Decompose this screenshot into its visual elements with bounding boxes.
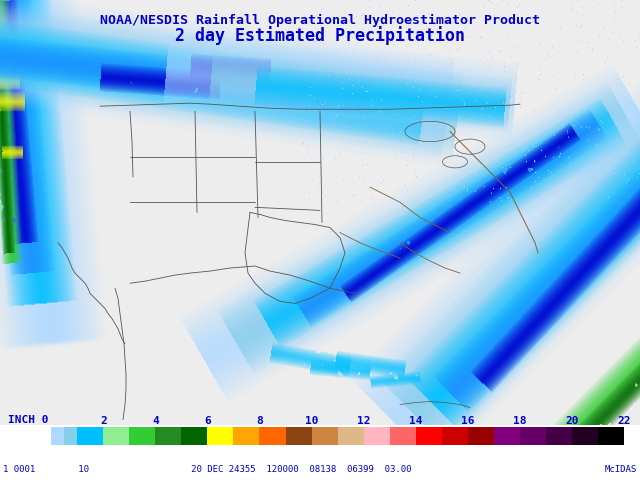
Text: 8: 8 — [256, 417, 263, 426]
Text: 4: 4 — [152, 417, 159, 426]
Bar — [364, 427, 390, 445]
Text: 6: 6 — [204, 417, 211, 426]
Bar — [234, 427, 259, 445]
Text: INCH 0: INCH 0 — [8, 415, 48, 425]
Bar — [546, 427, 572, 445]
Bar — [285, 427, 312, 445]
Bar — [51, 427, 64, 445]
Bar — [64, 427, 77, 445]
Bar — [103, 427, 129, 445]
Bar — [338, 427, 364, 445]
Text: 1 0001        10                   20 DEC 24355  120000  08138  06399  03.00: 1 0001 10 20 DEC 24355 120000 08138 0639… — [3, 465, 412, 474]
Bar — [520, 427, 546, 445]
Text: 14: 14 — [409, 417, 422, 426]
Text: 12: 12 — [357, 417, 371, 426]
Text: 22: 22 — [617, 417, 631, 426]
Text: NOAA/NESDIS Rainfall Operational Hydroestimator Product: NOAA/NESDIS Rainfall Operational Hydroes… — [100, 13, 540, 26]
Text: 10: 10 — [305, 417, 318, 426]
Bar — [77, 427, 103, 445]
Bar — [598, 427, 624, 445]
Text: McIDAS: McIDAS — [605, 465, 637, 474]
Text: 18: 18 — [513, 417, 527, 426]
Text: 20: 20 — [565, 417, 579, 426]
Text: 16: 16 — [461, 417, 474, 426]
Text: 2 day Estimated Precipitation: 2 day Estimated Precipitation — [175, 26, 465, 46]
Bar — [129, 427, 156, 445]
Text: 2: 2 — [100, 417, 107, 426]
Bar — [207, 427, 234, 445]
Bar — [181, 427, 207, 445]
Bar — [390, 427, 416, 445]
Bar — [468, 427, 494, 445]
Bar — [312, 427, 338, 445]
Bar — [259, 427, 285, 445]
Bar — [572, 427, 598, 445]
Bar — [416, 427, 442, 445]
Bar — [156, 427, 181, 445]
Bar — [442, 427, 468, 445]
Bar — [494, 427, 520, 445]
